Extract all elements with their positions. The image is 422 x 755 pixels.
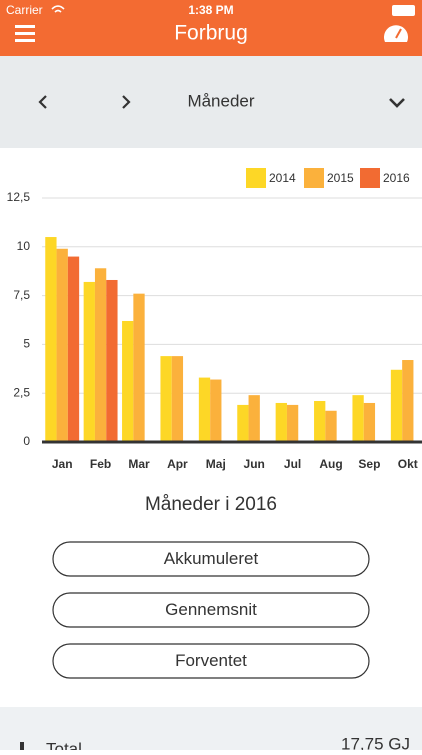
bar <box>160 356 172 442</box>
button-label: Gennemsnit <box>165 600 257 619</box>
chart: 0 2,5 5 7,5 10 12,5 Jan Feb Mar Apr Maj Jun Jul Aug Se… <box>7 168 422 471</box>
x-tick-label: Feb <box>90 457 111 471</box>
bar <box>94 268 107 442</box>
y-tick-label: 5 <box>23 337 30 351</box>
wifi-icon <box>51 5 65 13</box>
legend-label: 2016 <box>383 171 410 185</box>
y-tick-label: 12,5 <box>7 190 31 204</box>
summary-value: 17,75 GJ <box>341 734 410 750</box>
bar <box>352 395 364 442</box>
bar <box>390 369 403 442</box>
bar <box>402 360 414 442</box>
time: 1:38 PM <box>188 3 233 17</box>
y-tick-label: 7,5 <box>13 288 30 302</box>
nav-bar <box>0 56 422 148</box>
button[interactable] <box>52 592 370 628</box>
bar <box>122 320 134 442</box>
x-tick-label: Okt <box>398 457 418 471</box>
subtitle: Måneder i 2016 <box>145 494 277 515</box>
bar <box>275 402 287 442</box>
gauge-button[interactable] <box>383 25 409 42</box>
menu-button[interactable] <box>15 25 35 42</box>
x-tick-label: Sep <box>358 457 380 471</box>
bar <box>237 404 249 442</box>
x-tick-label: Jan <box>52 457 73 471</box>
bar <box>210 379 222 442</box>
battery-icon <box>392 5 415 16</box>
x-tick-label: Apr <box>167 457 188 471</box>
carrier: Carrier <box>6 3 43 17</box>
bar <box>325 410 337 442</box>
x-tick-label: Aug <box>319 457 342 471</box>
summary-label: Total <box>46 739 82 750</box>
button[interactable] <box>52 643 370 679</box>
legend-label: 2014 <box>269 171 296 185</box>
x-tick-label: Jun <box>244 457 265 471</box>
bar <box>133 293 145 442</box>
next-button[interactable] <box>122 95 131 109</box>
button-label: Forventet <box>175 651 247 670</box>
nav-label: Måneder <box>187 91 254 110</box>
x-tick-label: Maj <box>206 457 226 471</box>
x-tick-label: Jul <box>284 457 301 471</box>
x-tick-label: Mar <box>128 457 150 471</box>
y-tick-label: 0 <box>23 434 30 448</box>
bar <box>363 402 376 442</box>
y-tick-label: 10 <box>17 239 31 253</box>
summary-icon <box>20 742 24 752</box>
header-title: Forbrug <box>174 22 248 45</box>
button[interactable] <box>52 541 370 577</box>
legend-label: 2015 <box>327 171 354 185</box>
bar <box>56 248 68 442</box>
y-tick-label: 2,5 <box>13 385 30 399</box>
legend-swatch <box>360 168 380 188</box>
legend-swatch <box>246 168 266 188</box>
bar <box>83 281 95 442</box>
buttons: Akkumuleret Gennemsnit Forventet <box>52 541 370 679</box>
bar <box>171 356 184 442</box>
dropdown-button[interactable] <box>389 98 405 108</box>
bar <box>67 256 80 442</box>
bar <box>106 279 118 442</box>
bar <box>248 395 260 442</box>
header-bg <box>0 0 422 56</box>
bar <box>286 404 299 442</box>
bar <box>45 237 57 442</box>
bar <box>198 377 211 442</box>
bar <box>314 401 326 442</box>
legend-swatch <box>304 168 324 188</box>
summary-bg <box>0 707 422 750</box>
button-label: Akkumuleret <box>164 549 259 568</box>
prev-button[interactable] <box>38 95 47 109</box>
